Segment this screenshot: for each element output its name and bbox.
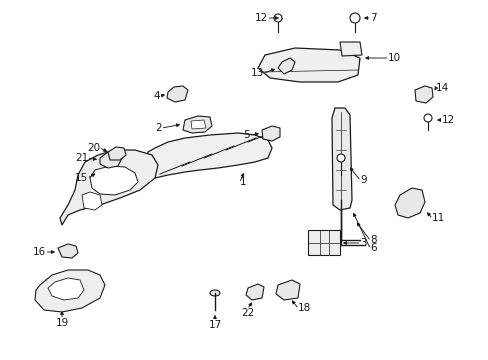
Text: 18: 18: [297, 303, 311, 313]
Ellipse shape: [301, 60, 308, 69]
Polygon shape: [278, 58, 294, 74]
Polygon shape: [339, 42, 361, 56]
Polygon shape: [58, 244, 78, 258]
Ellipse shape: [321, 60, 328, 69]
Text: 10: 10: [387, 53, 400, 63]
Text: 5: 5: [243, 130, 249, 140]
Text: 13: 13: [250, 68, 264, 78]
Polygon shape: [258, 48, 359, 82]
Text: 22: 22: [241, 308, 254, 318]
Text: 9: 9: [359, 175, 366, 185]
Polygon shape: [191, 120, 205, 129]
Text: 12: 12: [441, 115, 454, 125]
Text: 11: 11: [431, 213, 445, 223]
Polygon shape: [414, 86, 432, 103]
Text: 4: 4: [153, 91, 160, 101]
Ellipse shape: [241, 142, 248, 148]
Text: 8: 8: [369, 235, 376, 245]
Circle shape: [349, 13, 359, 23]
Ellipse shape: [191, 147, 199, 153]
Text: 14: 14: [435, 83, 448, 93]
Text: 15: 15: [75, 173, 88, 183]
Polygon shape: [48, 278, 84, 300]
Text: 16: 16: [33, 247, 46, 257]
Text: 17: 17: [208, 320, 221, 330]
Circle shape: [330, 234, 336, 240]
Polygon shape: [60, 150, 158, 225]
Circle shape: [310, 234, 316, 240]
Text: 20: 20: [87, 143, 100, 153]
Text: 3: 3: [359, 238, 366, 248]
Polygon shape: [262, 126, 280, 141]
Circle shape: [273, 14, 282, 22]
Polygon shape: [331, 108, 351, 210]
Polygon shape: [394, 188, 424, 218]
Circle shape: [336, 154, 345, 162]
Polygon shape: [307, 230, 339, 255]
Text: 19: 19: [55, 318, 68, 328]
Polygon shape: [167, 86, 187, 102]
Circle shape: [423, 114, 431, 122]
Text: 2: 2: [155, 123, 162, 133]
Polygon shape: [145, 133, 271, 178]
Ellipse shape: [281, 60, 288, 69]
Text: 21: 21: [75, 153, 88, 163]
Polygon shape: [35, 270, 105, 312]
Text: 7: 7: [369, 13, 376, 23]
Polygon shape: [183, 116, 212, 133]
Text: 12: 12: [254, 13, 267, 23]
Ellipse shape: [209, 290, 220, 296]
Ellipse shape: [341, 60, 348, 69]
Text: 1: 1: [240, 177, 246, 187]
Ellipse shape: [216, 144, 224, 150]
Polygon shape: [245, 284, 264, 300]
Polygon shape: [100, 152, 122, 168]
Polygon shape: [82, 192, 102, 210]
Text: 6: 6: [369, 243, 376, 253]
Polygon shape: [275, 280, 299, 300]
Circle shape: [320, 234, 326, 240]
Polygon shape: [108, 147, 126, 160]
Polygon shape: [90, 166, 138, 195]
